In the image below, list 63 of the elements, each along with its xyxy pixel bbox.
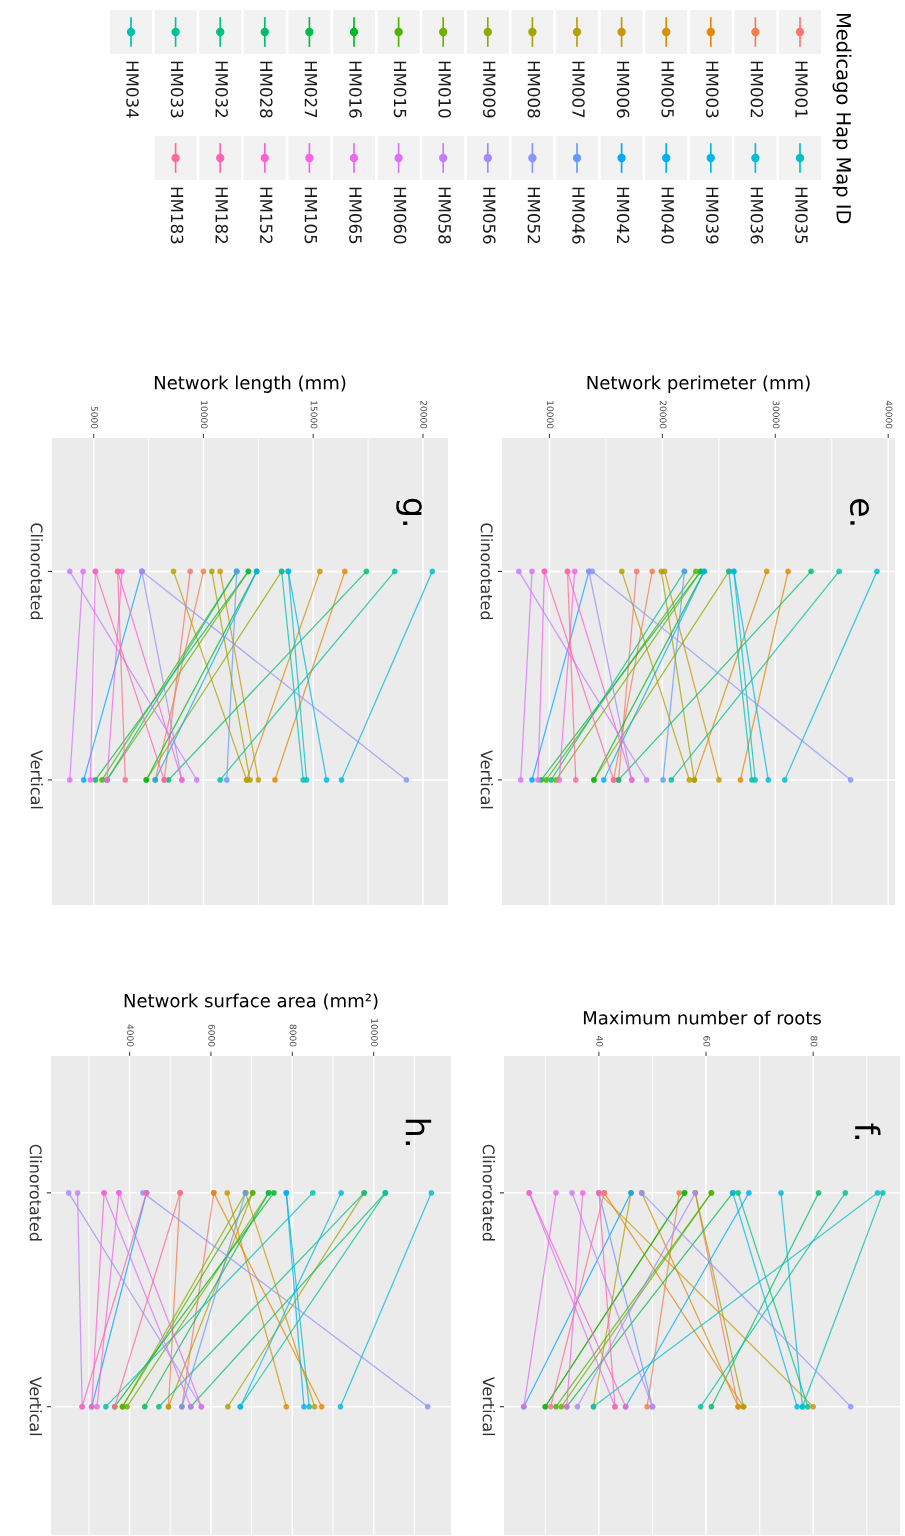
legend-label: HM058 [438,187,451,244]
x-tick-label: 60 [703,1036,711,1047]
x-axis-title: Network perimeter (mm) [587,375,810,393]
x-tick-label: 10000 [371,1019,378,1047]
x-tick-label: 15000 [310,401,318,429]
x-tick-label: 80 [810,1036,818,1047]
legend-label: HM052 [527,187,541,244]
x-tick-label: 40000 [885,400,893,429]
x-axis-title: Network length (mm) [154,375,346,393]
legend-label: HM182 [215,187,228,244]
legend-label: HM001 [795,61,808,118]
annotation: e. [849,499,870,525]
x-tick-label: 5000 [91,406,98,429]
legend-label: HM015 [393,61,407,118]
y-tick-label: Vertical [480,750,493,809]
legend-label: HM105 [304,187,318,244]
legend-label: HM034 [126,61,139,118]
legend-label: HM002 [750,61,764,118]
y-tick-label: Clinorotated [482,1144,495,1241]
x-axis-title: Network surface area (mm²) [124,993,378,1010]
x-tick-label: 40 [596,1035,604,1047]
annotation: f. [855,1123,881,1139]
legend-label: HM033 [170,61,184,118]
y-tick-label: Vertical [482,1376,495,1436]
y-tick-label: Clinorotated [480,523,493,620]
y-tick-label: Clinorotated [30,523,43,620]
x-tick-label: 10000 [200,401,208,429]
legend-label: HM009 [482,61,496,118]
y-tick-label: Vertical [30,750,43,809]
legend-label: HM183 [170,187,184,244]
legend-label: HM008 [527,61,541,118]
legend-label: HM032 [215,61,228,118]
annotation: h. [405,1119,432,1145]
x-tick-label: 20000 [659,400,667,429]
annotation: g. [396,498,422,525]
x-tick-label: 10000 [546,401,554,429]
legend-label: HM005 [661,61,674,118]
legend-label: HM036 [750,187,764,244]
legend-label: HM006 [616,61,630,118]
legend-label: HM042 [616,187,630,244]
legend-title: Medicago Hap Map ID [832,13,852,224]
legend-label: HM152 [259,187,273,244]
legend-label: HM065 [349,187,362,244]
legend-label: HM016 [349,61,362,118]
y-tick-label: Clinorotated [29,1144,42,1241]
x-tick-label: 30000 [772,400,780,429]
x-tick-label: 8000 [289,1024,297,1047]
legend-label: HM056 [482,187,496,244]
x-tick-label: 6000 [208,1024,216,1047]
legend-label: HM039 [705,187,719,244]
legend-label: HM010 [438,61,451,118]
legend-label: HM007 [572,61,585,118]
legend-label: HM028 [259,61,273,118]
legend-label: HM046 [572,187,585,244]
y-tick-label: Vertical [29,1376,42,1436]
legend-label: HM040 [661,187,674,244]
legend-label: HM035 [795,187,808,244]
legend-label: HM003 [705,61,719,118]
legend-label: HM060 [393,187,407,244]
x-tick-label: 4000 [126,1024,134,1047]
x-tick-label: 20000 [420,400,428,429]
x-axis-title: Maximum number of roots [583,1010,821,1025]
legend-label: HM027 [304,61,318,118]
